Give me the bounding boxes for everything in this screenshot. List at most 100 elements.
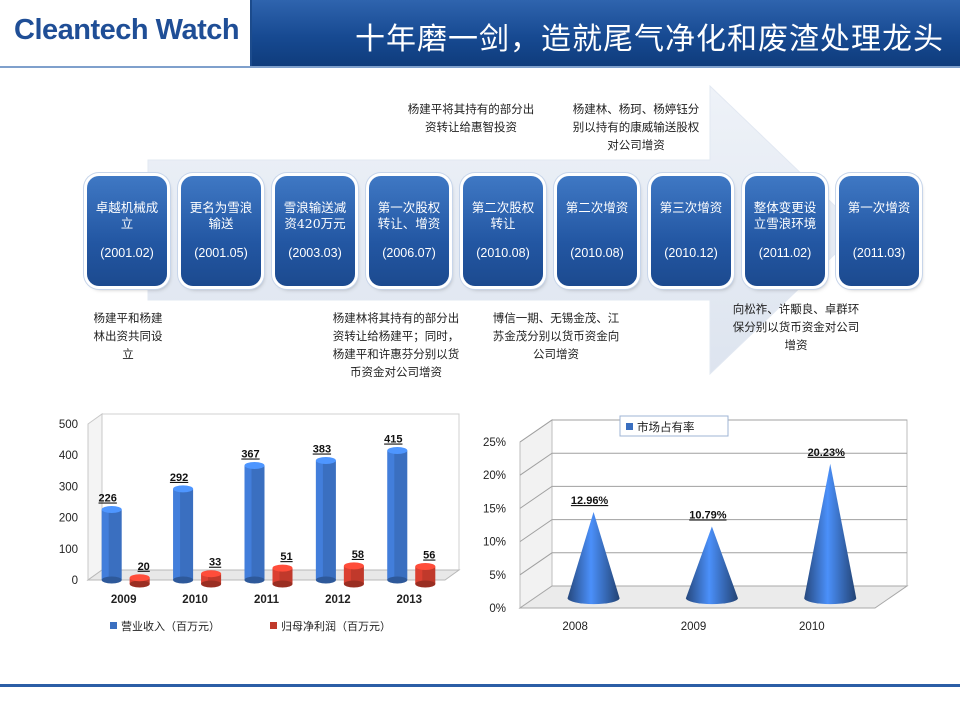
y-tick-label: 25% xyxy=(483,437,506,449)
x-tick-label: 2008 xyxy=(562,621,588,633)
legend-label: 归母净利润（百万元） xyxy=(281,619,391,633)
bar-front xyxy=(201,573,222,584)
legend-label: 市场占有率 xyxy=(637,420,695,434)
stage-date: (2011.03) xyxy=(852,246,906,260)
timeline-stage: 第二次增资 (2010.08) xyxy=(557,176,637,286)
x-tick-label: 2010 xyxy=(799,621,825,633)
data-label: 33 xyxy=(209,557,221,569)
data-label: 415 xyxy=(384,434,402,446)
data-label: 12.96% xyxy=(571,495,609,507)
bar-top xyxy=(101,505,122,513)
data-label: 367 xyxy=(241,448,259,460)
stage-date: (2006.07) xyxy=(382,246,436,260)
bar-top xyxy=(343,562,364,570)
data-label: 383 xyxy=(313,444,331,456)
bar-base xyxy=(343,580,364,588)
y-tick-label: 200 xyxy=(59,513,78,525)
stage-label: 第一次增资 xyxy=(847,200,911,215)
x-tick-label: 2013 xyxy=(397,594,423,606)
header-divider xyxy=(0,66,960,68)
timeline-stage: 卓越机械成立 (2001.02) xyxy=(87,176,167,286)
y-tick-label: 5% xyxy=(489,570,506,582)
stage-date: (2010.08) xyxy=(476,246,530,260)
bar-base xyxy=(387,576,408,584)
stage-date: (2003.03) xyxy=(288,246,342,260)
revenue-profit-chart: 0 100 200 300 400 500 2009 226 20 2010 292 33 2011 36… xyxy=(59,413,461,633)
header: Cleantech Watch 十年磨一剑，造就尾气净化和废渣处理龙头 xyxy=(0,0,960,66)
revenue-bar xyxy=(101,505,122,584)
bar-highlight xyxy=(244,465,252,580)
y-tick-label: 300 xyxy=(59,481,78,493)
cone-body xyxy=(685,526,738,605)
timeline-note: 杨建平和杨建林出资共同设立 xyxy=(93,311,163,361)
footer-divider xyxy=(0,684,960,687)
timeline-stage: 第一次股权转让、增资 (2006.07) xyxy=(369,176,449,286)
legend-swatch xyxy=(626,423,633,430)
bar-base xyxy=(129,580,150,588)
gridline xyxy=(519,452,907,476)
revenue-bar xyxy=(387,447,408,584)
stage-label: 更名为雪浪输送 xyxy=(189,200,253,231)
bar-base xyxy=(415,580,436,588)
legend-swatch xyxy=(270,622,277,629)
bar-base xyxy=(315,576,336,584)
profit-bar xyxy=(201,570,222,588)
stage-label: 第二次股权转让 xyxy=(471,200,535,231)
bar-highlight xyxy=(415,566,423,584)
legend-swatch xyxy=(110,622,117,629)
y-tick-label: 20% xyxy=(483,470,506,482)
timeline-stage: 更名为雪浪输送 (2001.05) xyxy=(181,176,261,286)
y-tick-label: 10% xyxy=(483,537,506,549)
bar-top xyxy=(244,461,265,469)
x-tick-label: 2011 xyxy=(254,594,280,606)
timeline-stage: 第二次股权转让 (2010.08) xyxy=(463,176,543,286)
timeline-note: 杨建林、杨珂、杨婷钰分别以持有的康威输送股权对公司增资 xyxy=(572,102,700,152)
bar-base xyxy=(101,576,122,584)
stage-label: 雪浪输送减资420万元 xyxy=(283,200,347,231)
y-tick-label: 100 xyxy=(59,544,78,556)
y-tick-label: 0 xyxy=(72,575,78,587)
bar-base xyxy=(272,580,293,588)
profit-bar xyxy=(343,562,364,588)
stage-date: (2010.12) xyxy=(664,246,718,260)
bar-highlight xyxy=(387,450,395,580)
bar-top xyxy=(173,485,194,493)
stage-label: 整体变更设立雪浪环境 xyxy=(753,200,817,231)
timeline-stage: 整体变更设立雪浪环境 (2011.02) xyxy=(745,176,825,286)
revenue-bar xyxy=(173,485,194,584)
data-label: 56 xyxy=(423,550,435,562)
stage-date: (2010.08) xyxy=(570,246,624,260)
gridline xyxy=(519,485,907,509)
timeline-stage: 第三次增资 (2010.12) xyxy=(651,176,731,286)
logo: Cleantech Watch xyxy=(14,14,240,46)
stage-label: 第一次股权转让、增资 xyxy=(377,200,441,231)
data-label: 20.23% xyxy=(808,447,846,459)
legend-box xyxy=(619,415,729,437)
market-share-cone xyxy=(567,512,620,605)
bar-highlight xyxy=(101,509,109,580)
x-tick-label: 2009 xyxy=(681,621,707,633)
profit-bar xyxy=(415,563,436,588)
x-tick-label: 2010 xyxy=(182,594,208,606)
profit-bar xyxy=(129,574,150,588)
logo-box: Cleantech Watch xyxy=(0,0,252,66)
data-label: 292 xyxy=(170,472,188,484)
cone-body xyxy=(804,463,857,605)
bar-highlight xyxy=(129,577,137,584)
y-tick-label: 0% xyxy=(489,603,506,615)
timeline-note: 向松祚、许颙良、卓群环保分别以货币资金对公司增资 xyxy=(732,302,860,352)
x-tick-label: 2012 xyxy=(325,594,351,606)
data-label: 58 xyxy=(352,549,364,561)
bar-highlight xyxy=(315,460,323,580)
profit-bar xyxy=(272,564,293,588)
legend-label: 营业收入（百万元） xyxy=(121,619,220,633)
timeline-stage: 第一次增资 (2011.03) xyxy=(839,176,919,286)
market-share-cone xyxy=(685,526,738,605)
bar-highlight xyxy=(272,568,280,584)
revenue-bar xyxy=(244,461,265,584)
bar-base xyxy=(244,576,265,584)
bar-top xyxy=(272,564,293,572)
side-wall xyxy=(519,419,553,609)
stage-label: 卓越机械成立 xyxy=(95,200,159,231)
gridline xyxy=(519,552,907,576)
